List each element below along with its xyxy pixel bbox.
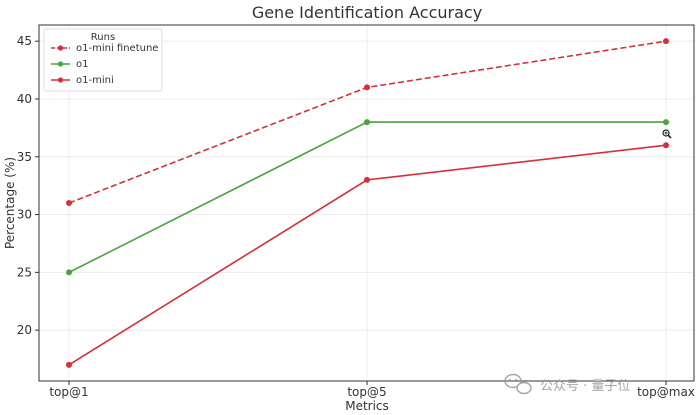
data-point <box>364 119 370 126</box>
data-point <box>663 38 669 45</box>
data-point <box>663 119 669 126</box>
y-tick-label: 25 <box>17 265 32 279</box>
grid <box>39 25 694 381</box>
y-tick-label: 40 <box>17 92 32 106</box>
legend-label: o1-mini <box>76 75 114 86</box>
x-tick-label: top@1 <box>49 385 88 399</box>
x-axis-ticks: top@1 top@5 top@max <box>49 381 695 399</box>
y-tick-label: 35 <box>17 150 32 164</box>
y-tick-label: 30 <box>17 208 32 222</box>
data-point <box>66 200 72 206</box>
wechat-icon <box>504 373 532 395</box>
y-axis-label: Percentage (%) <box>3 157 17 249</box>
legend-box <box>43 28 163 92</box>
zoom-in-cursor-icon <box>662 129 672 139</box>
data-point <box>66 269 72 276</box>
legend-title: Runs <box>91 32 115 43</box>
y-tick-label: 45 <box>17 34 32 48</box>
legend-label: o1-mini finetune <box>76 43 158 54</box>
legend-marker <box>57 61 64 67</box>
legend-marker <box>57 77 64 83</box>
data-point <box>364 176 370 183</box>
legend: Runs o1-mini finetune o1 o1-mini <box>43 28 163 92</box>
x-tick-label: top@max <box>637 385 695 399</box>
y-tick-label: 20 <box>17 323 32 337</box>
data-point <box>66 361 72 368</box>
legend-marker <box>57 45 64 51</box>
series-group <box>66 38 669 368</box>
data-point <box>663 142 669 149</box>
chart-title: Gene Identification Accuracy <box>252 3 482 22</box>
data-point <box>364 84 370 91</box>
y-axis-ticks: 20 25 30 35 40 45 <box>17 34 39 337</box>
watermark: 公众号 · 量子位 <box>504 373 630 395</box>
x-axis-label: Metrics <box>345 399 389 413</box>
watermark-text: 公众号 · 量子位 <box>540 379 630 394</box>
legend-items: o1-mini finetune o1 o1-mini <box>51 43 158 86</box>
x-tick-label: top@5 <box>347 385 386 399</box>
legend-label: o1 <box>76 59 88 70</box>
